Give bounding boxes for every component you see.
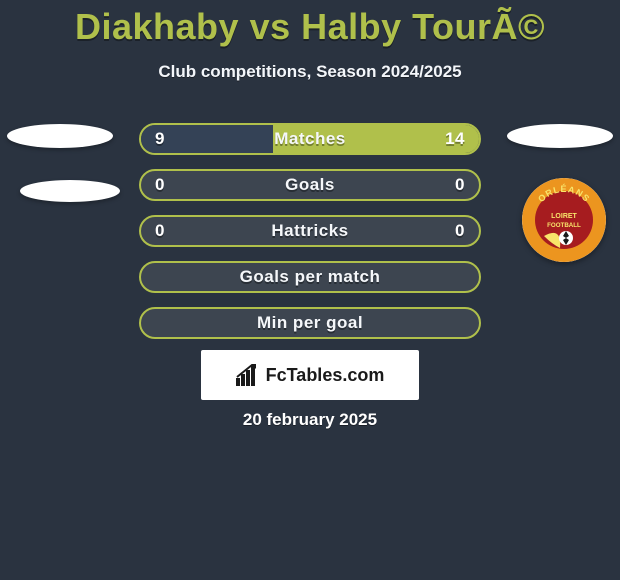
- stat-label: Hattricks: [271, 221, 348, 241]
- player-left-photo-placeholder: [7, 124, 113, 148]
- stat-label: Matches: [274, 129, 346, 149]
- stat-row-min-per-goal: Min per goal: [139, 307, 481, 339]
- stat-value-right: 0: [455, 221, 465, 241]
- bar-chart-icon: [236, 364, 260, 386]
- watermark-text: FcTables.com: [266, 365, 385, 386]
- stat-row-goals-per-match: Goals per match: [139, 261, 481, 293]
- stat-row-hattricks: 0 0 Hattricks: [139, 215, 481, 247]
- stat-row-matches: 9 14 Matches: [139, 123, 481, 155]
- stat-value-right: 14: [445, 129, 465, 149]
- orleans-badge-icon: ORLÉANS LOIRET FOOTBALL: [522, 178, 606, 262]
- stat-value-left: 0: [155, 221, 165, 241]
- fctables-watermark: FcTables.com: [201, 350, 419, 400]
- stat-label: Goals: [285, 175, 335, 195]
- stat-value-right: 0: [455, 175, 465, 195]
- club-left-logo-placeholder: [20, 180, 120, 202]
- footer-date: 20 february 2025: [0, 410, 620, 430]
- subtitle: Club competitions, Season 2024/2025: [0, 62, 620, 82]
- stat-label: Goals per match: [240, 267, 381, 287]
- page-title: Diakhaby vs Halby TourÃ©: [0, 0, 620, 48]
- player-right-photo-placeholder: [507, 124, 613, 148]
- comparison-card: Diakhaby vs Halby TourÃ© Club competitio…: [0, 0, 620, 580]
- svg-text:FOOTBALL: FOOTBALL: [547, 222, 581, 229]
- stat-label: Min per goal: [257, 313, 363, 333]
- stat-value-left: 9: [155, 129, 165, 149]
- stat-value-left: 0: [155, 175, 165, 195]
- svg-text:LOIRET: LOIRET: [551, 213, 577, 220]
- club-right-badge-orleans: ORLÉANS LOIRET FOOTBALL: [522, 178, 606, 262]
- stat-row-goals: 0 0 Goals: [139, 169, 481, 201]
